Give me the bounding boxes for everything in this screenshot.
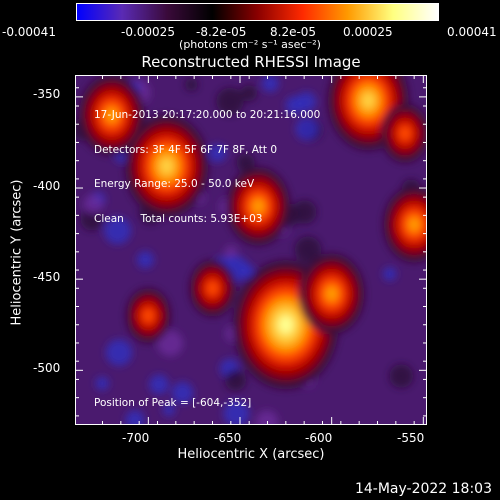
source-blob: [361, 92, 376, 109]
noise-patch: [125, 410, 145, 425]
colorbar-tick-label: 0.00041: [447, 25, 497, 39]
info-text: 17-Jun-2013 20:17:20.000 to 20:21:16.000…: [94, 87, 320, 237]
noise-patch: [292, 200, 317, 224]
colorbar-tick-label: 0.00025: [343, 25, 393, 39]
image-plot: [75, 75, 427, 425]
y-tick-label: -350: [33, 87, 61, 101]
noise-patch: [95, 376, 109, 391]
plot-title: Reconstructed RHESSI Image: [141, 53, 361, 71]
noise-patch: [255, 410, 278, 425]
noise-patch: [208, 144, 227, 163]
source-blob: [206, 281, 219, 296]
info-line-counts: Clean Total counts: 5.93E+03: [94, 212, 263, 225]
noise-patch: [149, 374, 169, 395]
noise-patch: [105, 339, 133, 366]
colorbar: [76, 3, 439, 21]
noise-patch: [224, 369, 247, 391]
source-blob: [408, 216, 421, 233]
info-line-time: 17-Jun-2013 20:17:20.000 to 20:21:16.000: [94, 109, 321, 121]
noise-patch: [83, 194, 103, 214]
y-tick-label: -500: [33, 361, 61, 375]
noise-patch: [261, 75, 279, 92]
source-blob: [251, 198, 265, 215]
timestamp: 14-May-2022 18:03: [354, 481, 492, 497]
source-blob: [278, 315, 294, 334]
y-axis-label: Heliocentric Y (arcsec): [9, 179, 25, 326]
noise-patch: [295, 117, 319, 141]
colorbar-tick-label: -0.00041: [2, 25, 56, 39]
colorbar-tick-label: -0.00025: [121, 25, 175, 39]
noise-patch: [236, 153, 255, 172]
plot-frame: [75, 75, 427, 425]
noise-patch: [240, 85, 258, 102]
noise-patch: [224, 245, 238, 259]
noise-patch: [184, 78, 198, 92]
source-blob: [399, 125, 411, 141]
noise-patch: [389, 364, 414, 389]
source-blob: [142, 308, 154, 323]
colorbar-tick-label: -8.2e-05: [196, 25, 247, 39]
y-tick-label: -400: [33, 179, 61, 193]
source-blob: [159, 157, 174, 175]
info-line-detectors: Detectors: 3F 4F 5F 6F 7F 8F, Att 0: [94, 143, 278, 156]
x-tick-label: -650: [214, 431, 242, 445]
noise-patch: [162, 403, 175, 416]
colorbar-tick-label: 8.2e-05: [270, 25, 317, 39]
noise-patch: [103, 216, 132, 245]
noise-patch: [80, 207, 104, 231]
noise-patch: [223, 400, 250, 425]
noise-patch: [157, 330, 184, 357]
colorbar-gradient: [77, 4, 438, 20]
x-tick-label: -550: [397, 431, 425, 445]
noise-patch: [383, 267, 397, 281]
noise-patch: [216, 87, 244, 116]
source-blob: [325, 285, 339, 302]
y-tick-label: -450: [33, 270, 61, 284]
noise-patch: [171, 381, 194, 404]
x-tick-label: -600: [305, 431, 333, 445]
x-axis-label: Heliocentric X (arcsec): [177, 447, 325, 462]
colorbar-unit-label: (photons cm⁻² s⁻¹ asec⁻²): [179, 38, 321, 51]
noise-patch: [294, 236, 322, 263]
noise-patch: [285, 96, 304, 115]
info-line-energy: Energy Range: 25.0 - 50.0 keV: [94, 178, 255, 190]
noise-patch: [136, 251, 154, 269]
x-tick-label: -700: [122, 431, 150, 445]
peak-position-label: Position of Peak = [-604,-352]: [94, 397, 252, 409]
source-blob: [105, 107, 119, 124]
